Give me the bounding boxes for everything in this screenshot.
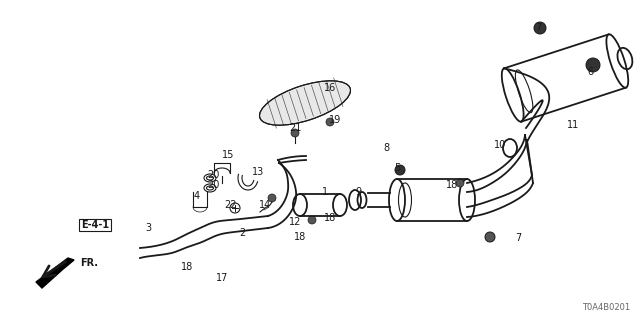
Circle shape	[586, 58, 600, 72]
Circle shape	[268, 194, 276, 202]
Circle shape	[326, 118, 334, 126]
Text: 18: 18	[181, 262, 193, 272]
Text: 20: 20	[207, 170, 219, 180]
Text: 10: 10	[494, 140, 506, 150]
Text: 22: 22	[224, 200, 236, 210]
Text: 13: 13	[252, 167, 264, 177]
Text: 6: 6	[587, 67, 593, 77]
Text: 17: 17	[216, 273, 228, 283]
Text: 12: 12	[289, 217, 301, 227]
Text: T0A4B0201: T0A4B0201	[582, 303, 630, 312]
Circle shape	[291, 129, 299, 137]
Text: 15: 15	[222, 150, 234, 160]
Text: 4: 4	[194, 191, 200, 201]
Text: 5: 5	[394, 163, 400, 173]
Circle shape	[485, 232, 495, 242]
Text: 3: 3	[145, 223, 151, 233]
Circle shape	[534, 22, 546, 34]
Text: 21: 21	[289, 123, 301, 133]
Polygon shape	[36, 258, 74, 288]
Text: 7: 7	[515, 233, 521, 243]
Text: 9: 9	[355, 187, 361, 197]
Text: 18: 18	[294, 232, 306, 242]
Text: FR.: FR.	[80, 258, 98, 268]
Text: 16: 16	[324, 83, 336, 93]
Text: 19: 19	[329, 115, 341, 125]
Text: 1: 1	[322, 187, 328, 197]
Text: 18: 18	[324, 213, 336, 223]
Circle shape	[456, 179, 464, 187]
Text: 7: 7	[535, 23, 541, 33]
Circle shape	[395, 165, 405, 175]
Text: 11: 11	[567, 120, 579, 130]
Ellipse shape	[259, 81, 351, 125]
Text: 18: 18	[446, 180, 458, 190]
Text: 20: 20	[207, 180, 219, 190]
Text: 2: 2	[239, 228, 245, 238]
Circle shape	[308, 216, 316, 224]
Text: 8: 8	[383, 143, 389, 153]
Text: 14: 14	[259, 200, 271, 210]
Text: E-4-1: E-4-1	[81, 220, 109, 230]
